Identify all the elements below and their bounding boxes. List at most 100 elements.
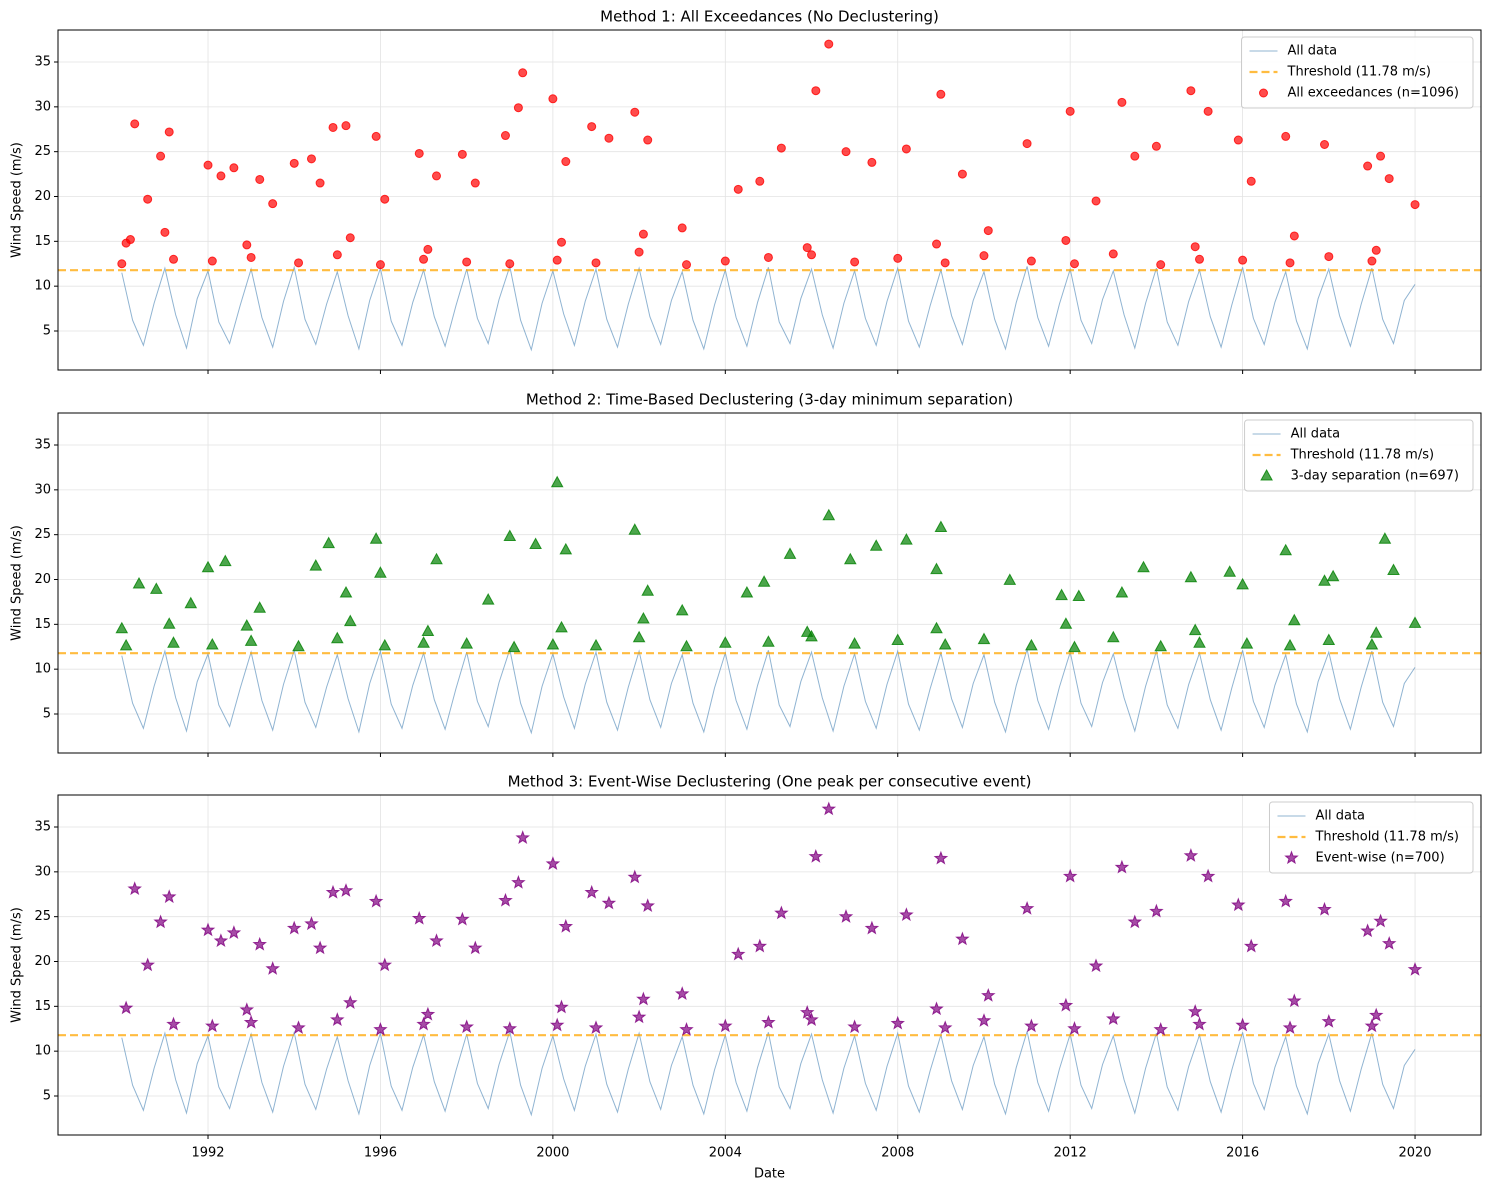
marker — [1183, 848, 1199, 862]
marker — [1246, 176, 1256, 186]
marker — [850, 257, 860, 267]
marker — [808, 848, 824, 863]
y-tick-label: 10 — [34, 279, 51, 294]
marker — [1025, 638, 1038, 651]
marker — [774, 905, 789, 920]
x-axis-label: Date — [754, 1167, 785, 1182]
marker — [1363, 161, 1373, 171]
marker — [411, 910, 427, 925]
marker — [380, 194, 390, 204]
y-tick-label: 35 — [34, 820, 51, 835]
marker — [1203, 106, 1213, 116]
marker — [1378, 532, 1392, 544]
marker — [800, 625, 814, 637]
marker — [838, 909, 854, 923]
marker — [638, 229, 648, 239]
marker — [822, 508, 836, 521]
y-tick-label: 30 — [34, 864, 51, 879]
legend-label: 3-day separation (n=697) — [1291, 469, 1459, 484]
marker — [430, 552, 443, 565]
panel: Method 1: All Exceedances (No Declusteri… — [10, 8, 1482, 374]
marker — [1192, 1016, 1207, 1031]
marker — [804, 1012, 819, 1026]
marker — [315, 178, 325, 188]
marker — [1320, 139, 1330, 149]
marker — [529, 537, 542, 549]
marker — [253, 601, 267, 613]
marker — [369, 532, 383, 544]
legend-swatch — [1259, 88, 1268, 98]
marker — [757, 575, 771, 587]
marker — [423, 244, 433, 254]
marker — [983, 226, 993, 236]
marker — [847, 1019, 862, 1034]
y-axis-label: Wind Speed (m/s) — [10, 525, 25, 641]
marker — [740, 585, 754, 598]
marker — [162, 617, 176, 629]
marker — [752, 938, 768, 953]
y-tick-label: 5 — [43, 706, 51, 721]
marker — [1062, 868, 1078, 883]
marker — [940, 258, 950, 268]
marker — [500, 131, 510, 141]
marker — [869, 539, 883, 551]
marker — [718, 1018, 733, 1033]
marker — [312, 940, 328, 955]
marker — [1231, 897, 1246, 912]
data-line — [121, 1029, 1416, 1117]
x-tick-label: 2000 — [536, 1146, 569, 1161]
legend-label: Threshold (11.78 m/s) — [1287, 65, 1432, 80]
marker — [216, 171, 226, 181]
marker — [507, 640, 521, 653]
marker — [718, 636, 732, 648]
marker — [213, 933, 229, 948]
marker — [545, 856, 561, 870]
x-tick-label: 2020 — [1398, 1146, 1431, 1161]
marker — [628, 523, 642, 535]
legend-label: All exceedances (n=1096) — [1288, 86, 1460, 101]
legend-box — [1244, 419, 1474, 492]
marker — [936, 89, 946, 99]
marker — [455, 911, 470, 926]
marker — [205, 1018, 220, 1033]
marker — [470, 178, 480, 188]
marker — [1061, 235, 1071, 245]
marker — [1235, 1017, 1250, 1032]
marker — [1384, 174, 1394, 184]
x-tick-label: 2012 — [1054, 1146, 1087, 1161]
marker — [1200, 868, 1216, 883]
marker — [811, 86, 821, 96]
marker — [306, 154, 316, 164]
legend-box — [1241, 36, 1474, 109]
marker — [330, 631, 344, 644]
marker — [1408, 616, 1422, 628]
marker — [557, 237, 567, 247]
marker — [890, 1015, 905, 1030]
y-tick-label: 35 — [34, 438, 51, 453]
marker — [330, 1012, 345, 1026]
marker — [309, 559, 323, 571]
panel: Method 3: Event-Wise Declustering (One p… — [10, 773, 1482, 1182]
marker — [733, 184, 743, 194]
marker — [117, 259, 127, 269]
marker — [548, 94, 558, 104]
marker — [637, 611, 650, 624]
y-tick-label: 20 — [34, 572, 51, 587]
marker — [419, 254, 429, 264]
marker — [1026, 256, 1036, 266]
marker — [1371, 245, 1381, 255]
legend-box — [1268, 801, 1474, 874]
marker — [459, 1019, 474, 1034]
marker — [468, 940, 483, 955]
marker — [513, 103, 523, 113]
marker — [304, 916, 319, 931]
marker — [546, 637, 560, 650]
marker — [636, 991, 651, 1006]
marker — [505, 259, 515, 269]
marker — [511, 874, 526, 889]
marker — [1373, 913, 1388, 928]
marker — [848, 637, 861, 649]
marker — [377, 957, 393, 972]
marker — [643, 135, 653, 145]
